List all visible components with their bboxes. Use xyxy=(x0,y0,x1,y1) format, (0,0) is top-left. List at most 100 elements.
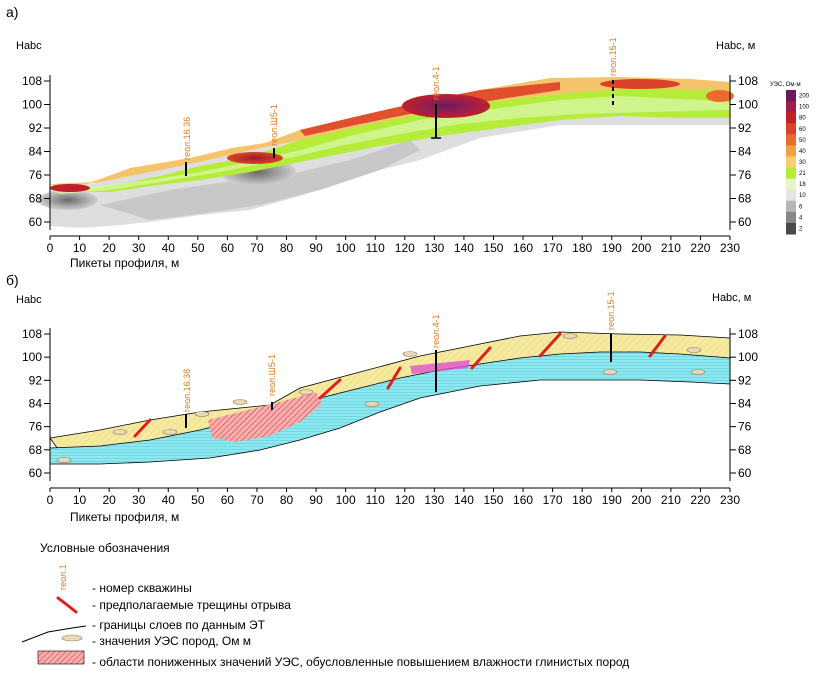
borehole-label-a2: геол.Ш5-1 xyxy=(269,104,279,146)
colorbar-label: 10 xyxy=(799,193,806,199)
legend-symbols: геол.1 xyxy=(21,564,87,665)
y-tick-label: 60 xyxy=(738,215,752,229)
y-tick-label: 84 xyxy=(29,397,43,411)
y-tick-label: 92 xyxy=(738,121,752,135)
colorbar-label: 50 xyxy=(799,138,806,144)
resistivity-markers xyxy=(56,333,706,463)
panel-a-letter: а) xyxy=(6,4,19,20)
x-tick-label: 10 xyxy=(73,493,87,507)
colorbar-label: 4 xyxy=(799,215,803,221)
x-tick-label: 60 xyxy=(221,241,235,255)
borehole-label-a3: геол.4-1 xyxy=(431,66,441,100)
x-tick-label: 20 xyxy=(102,241,116,255)
y-tick-label: 68 xyxy=(738,192,752,206)
x-tick-label: 80 xyxy=(280,493,294,507)
x-tick-label: 210 xyxy=(661,241,681,255)
x-tick-label: 120 xyxy=(395,493,415,507)
x-tick-label: 160 xyxy=(513,241,533,255)
y-tick-label: 60 xyxy=(29,215,43,229)
colorbar-swatch xyxy=(786,156,796,169)
x-tick-label: 0 xyxy=(47,493,54,507)
legend-item-borehole: - номер скважины xyxy=(92,581,192,595)
x-tick-label: 100 xyxy=(336,241,356,255)
colorbar-label: 30 xyxy=(799,160,806,166)
panel-b-x-ticks: 0 10 20 30 40 50 60 70 80 90 100 110 120 130 140 150 160… xyxy=(47,488,740,507)
high-zone-red-2 xyxy=(50,184,90,192)
y-tick-label: 100 xyxy=(22,350,42,364)
panel-a-h-right: Нabc, м xyxy=(716,40,756,52)
colorbar-swatch xyxy=(786,90,796,102)
x-tick-label: 140 xyxy=(454,241,474,255)
colorbar-label: 2 xyxy=(799,226,803,232)
panel-a-y-ticks-right: 108 100 92 84 76 68 60 xyxy=(729,74,758,230)
x-tick-label: 120 xyxy=(395,241,415,255)
x-tick-label: 60 xyxy=(221,493,235,507)
panel-a-h-left: Нabc xyxy=(16,40,42,52)
colorbar-label: 18 xyxy=(799,182,806,188)
legend-item-boundaries: - границы слоев по данным ЭТ xyxy=(92,618,266,632)
panel-a-section: геол.16.36 геол.Ш5-1 геол.4-1 геол.15-1 … xyxy=(22,37,758,255)
colorbar-swatch xyxy=(786,222,796,235)
x-tick-label: 190 xyxy=(602,241,622,255)
x-tick-label: 40 xyxy=(162,241,176,255)
x-tick-label: 150 xyxy=(483,241,503,255)
colorbar-swatch xyxy=(786,200,796,213)
colorbar-label: 21 xyxy=(799,171,806,177)
colorbar-label: 100 xyxy=(799,105,810,111)
low-resistivity-region xyxy=(208,392,322,442)
colorbar-swatch xyxy=(786,167,796,180)
panel-a-y-ticks-left: 108 100 92 84 76 68 60 xyxy=(22,74,51,230)
x-tick-label: 110 xyxy=(366,493,385,507)
legend-item-resistivity: - значения УЭС пород, Ом м xyxy=(92,634,252,648)
legend-borehole-sample: геол.1 xyxy=(58,564,68,590)
y-tick-label: 68 xyxy=(738,443,752,457)
x-tick-label: 70 xyxy=(250,493,264,507)
colorbar-label: 6 xyxy=(799,204,803,210)
x-tick-label: 180 xyxy=(572,493,592,507)
x-tick-label: 180 xyxy=(572,241,592,255)
colorbar-label: 200 xyxy=(799,94,810,100)
borehole-label-b3: геол.4-1 xyxy=(431,314,441,348)
x-tick-label: 100 xyxy=(336,493,356,507)
borehole-label-a1: геол.16.36 xyxy=(182,117,192,160)
y-tick-label: 108 xyxy=(738,74,758,88)
borehole-label-b4: геол.15-1 xyxy=(606,291,616,330)
colorbar-label: 40 xyxy=(799,149,806,155)
y-tick-label: 84 xyxy=(738,397,752,411)
colorbar-swatch xyxy=(786,189,796,202)
high-zone-orange xyxy=(706,90,734,102)
x-tick-label: 220 xyxy=(690,493,710,507)
legend-layer-boundary-icon xyxy=(21,625,87,643)
panel-b-h-left: Нabc xyxy=(16,294,42,306)
colorbar-swatch xyxy=(786,145,796,157)
x-tick-label: 150 xyxy=(483,493,503,507)
y-tick-label: 68 xyxy=(29,443,43,457)
x-tick-label: 40 xyxy=(162,493,176,507)
x-tick-label: 50 xyxy=(191,241,205,255)
y-tick-label: 76 xyxy=(738,168,752,182)
x-tick-label: 170 xyxy=(543,241,563,255)
x-tick-label: 80 xyxy=(280,241,294,255)
panel-b-letter: б) xyxy=(6,272,19,288)
panel-b-x-axis-title: Пикеты профиля, м xyxy=(70,510,180,524)
x-tick-label: 230 xyxy=(720,493,740,507)
colorbar-label: 60 xyxy=(799,127,806,133)
y-tick-label: 84 xyxy=(29,145,43,159)
panel-b-y-ticks-right: 108 100 92 84 76 68 60 xyxy=(729,327,758,481)
y-tick-label: 92 xyxy=(738,373,752,387)
colorbar-swatch xyxy=(786,211,796,224)
light-green xyxy=(50,96,730,194)
low-zone-left xyxy=(38,190,98,210)
y-tick-label: 76 xyxy=(738,420,752,434)
y-tick-label: 100 xyxy=(738,98,758,112)
y-tick-label: 108 xyxy=(22,327,42,341)
x-tick-label: 170 xyxy=(543,493,563,507)
high-zone-red-1 xyxy=(227,152,283,164)
x-tick-label: 30 xyxy=(132,241,146,255)
y-tick-label: 108 xyxy=(738,327,758,341)
colorbar-label: 80 xyxy=(799,116,806,122)
x-tick-label: 220 xyxy=(690,241,710,255)
x-tick-label: 30 xyxy=(132,493,146,507)
colorbar: УЭС, Ом·м 200 100 80 60 50 40 30 21 18 10 6 4 2 xyxy=(770,82,810,235)
x-tick-label: 50 xyxy=(191,493,205,507)
